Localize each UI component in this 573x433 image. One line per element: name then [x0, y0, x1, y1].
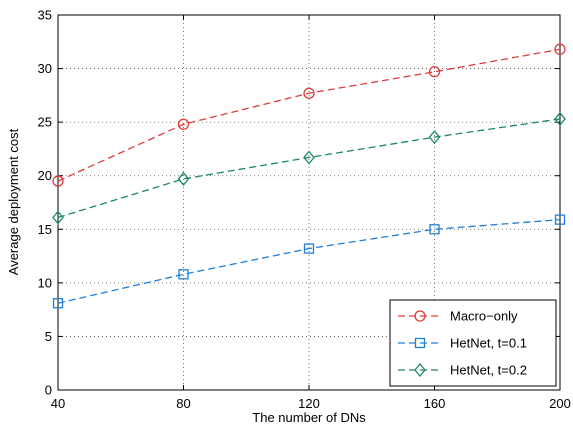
data-point	[554, 43, 566, 55]
series-1	[52, 214, 566, 309]
legend-label: HetNet, t=0.1	[450, 336, 527, 351]
legend-label: Macro−only	[450, 309, 518, 324]
legend-marker	[414, 362, 426, 378]
data-point	[177, 118, 190, 130]
series-line	[57, 218, 561, 304]
x-tick-label: 120	[298, 396, 320, 411]
data-point	[303, 150, 315, 165]
data-point	[52, 175, 64, 187]
y-tick-label: 30	[38, 61, 52, 76]
legend: Macro−only HetNet, t=0.1 HetNet, t=0.2	[389, 299, 557, 387]
legend-marker	[414, 310, 426, 322]
data-point	[52, 210, 64, 225]
series-2	[52, 111, 566, 225]
y-tick-label: 20	[38, 168, 52, 183]
legend-marker	[414, 337, 426, 349]
x-tick-label: 200	[549, 396, 571, 411]
legend-label: HetNet, t=0.2	[450, 363, 527, 378]
axes: 40 80 120 160 200 0 5 10 15 20 25 30 35	[38, 8, 571, 412]
y-tick-label: 5	[45, 329, 52, 344]
y-tick-label: 25	[38, 115, 52, 130]
y-tick-label: 10	[38, 275, 52, 290]
data-point	[303, 243, 315, 254]
data-point	[303, 87, 315, 99]
y-tick-label: 0	[45, 383, 52, 398]
data-point	[428, 66, 441, 78]
y-axis-label: Average deployment cost	[6, 128, 21, 275]
data-point	[554, 214, 566, 225]
y-tick-label: 35	[38, 8, 52, 23]
x-tick-label: 40	[51, 396, 65, 411]
series-line	[57, 48, 561, 182]
legend-box	[389, 299, 557, 387]
x-axis-label: The number of DNs	[252, 410, 366, 425]
data-point	[52, 298, 64, 309]
data-point	[178, 269, 189, 280]
y-tick-label: 15	[38, 222, 52, 237]
x-tick-label: 160	[424, 396, 446, 411]
data-point	[177, 171, 190, 186]
data-point	[554, 111, 566, 126]
series-0	[52, 43, 566, 187]
series-layer	[52, 43, 566, 309]
x-tick-label: 80	[176, 396, 190, 411]
series-line	[57, 118, 561, 219]
data-point	[428, 130, 441, 145]
data-point	[429, 224, 440, 235]
